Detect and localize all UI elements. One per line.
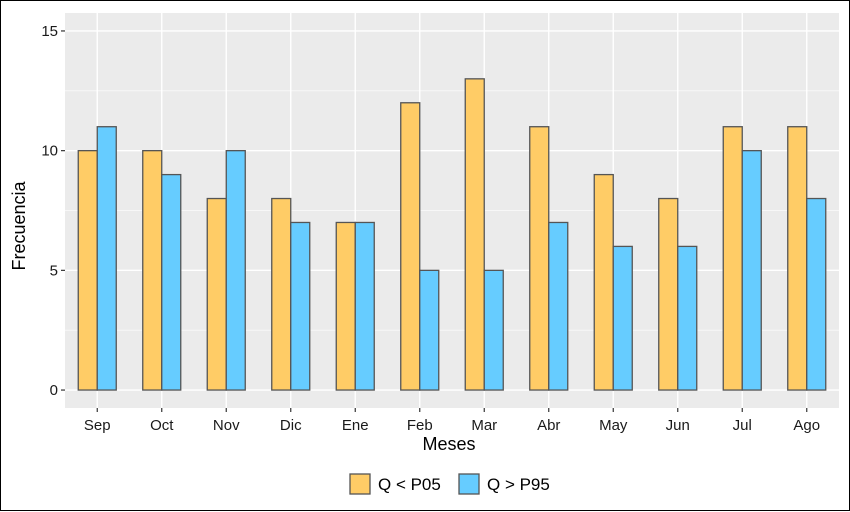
y-tick-label: 0 [50, 382, 58, 399]
bars [77, 78, 827, 391]
bar-q-below-p05-sep [77, 150, 98, 391]
bar-q-below-p05-may [593, 173, 614, 391]
y-tick-label: 10 [41, 143, 58, 160]
bar-q-below-p05-jul [722, 126, 743, 391]
x-tick-label: May [599, 417, 628, 434]
x-axis-title: Meses [422, 434, 475, 454]
bar-q-above-p95-feb [419, 269, 440, 391]
bar-q-below-p05-mar [464, 78, 485, 391]
bar-q-above-p95-nov [225, 150, 246, 391]
legend-swatch [349, 473, 371, 495]
y-axis-title: Frecuencia [9, 180, 29, 270]
x-tick-label: Dic [280, 417, 302, 434]
x-tick-label: Jun [666, 417, 690, 434]
x-tick-label: Abr [537, 417, 560, 434]
y-tick-label: 15 [41, 23, 58, 40]
bar-q-above-p95-mar [483, 269, 504, 391]
bar-q-below-p05-jun [658, 197, 679, 391]
bar-q-above-p95-dic [290, 221, 311, 391]
legend-swatch [458, 473, 480, 495]
bar-q-above-p95-oct [161, 173, 182, 391]
legend-label: Q < P05 [378, 475, 441, 494]
legend: Q < P05 Q > P95 [349, 473, 550, 495]
x-tick-label: Oct [150, 417, 174, 434]
x-tick-label: Nov [213, 417, 240, 434]
bar-q-above-p95-sep [96, 126, 117, 391]
bar-q-above-p95-may [612, 245, 633, 391]
bar-q-above-p95-abr [548, 221, 569, 391]
x-tick-label: Jul [733, 417, 752, 434]
bar-q-above-p95-ene [354, 221, 375, 391]
bar-q-below-p05-ene [335, 221, 356, 391]
x-tick-label: Sep [84, 417, 111, 434]
x-tick-label: Mar [471, 417, 497, 434]
x-tick-label: Ago [793, 417, 820, 434]
y-tick-label: 5 [50, 262, 58, 279]
bar-q-below-p05-ago [787, 126, 808, 391]
bar-q-above-p95-ago [806, 197, 827, 391]
x-axis-ticks: Sep Oct Nov Dic Ene Feb Mar Abr May Jun Jul Ago [84, 408, 820, 434]
bar-q-below-p05-oct [142, 150, 163, 391]
bar-q-below-p05-abr [529, 126, 550, 391]
y-axis-ticks: 0 5 10 15 [41, 23, 65, 399]
bar-q-below-p05-feb [400, 102, 421, 391]
legend-label: Q > P95 [487, 475, 550, 494]
bar-q-below-p05-nov [206, 197, 227, 391]
x-tick-label: Ene [342, 417, 369, 434]
bar-q-above-p95-jun [677, 245, 698, 391]
x-tick-label: Feb [407, 417, 433, 434]
bar-q-below-p05-dic [271, 197, 292, 391]
bar-q-above-p95-jul [741, 150, 762, 391]
